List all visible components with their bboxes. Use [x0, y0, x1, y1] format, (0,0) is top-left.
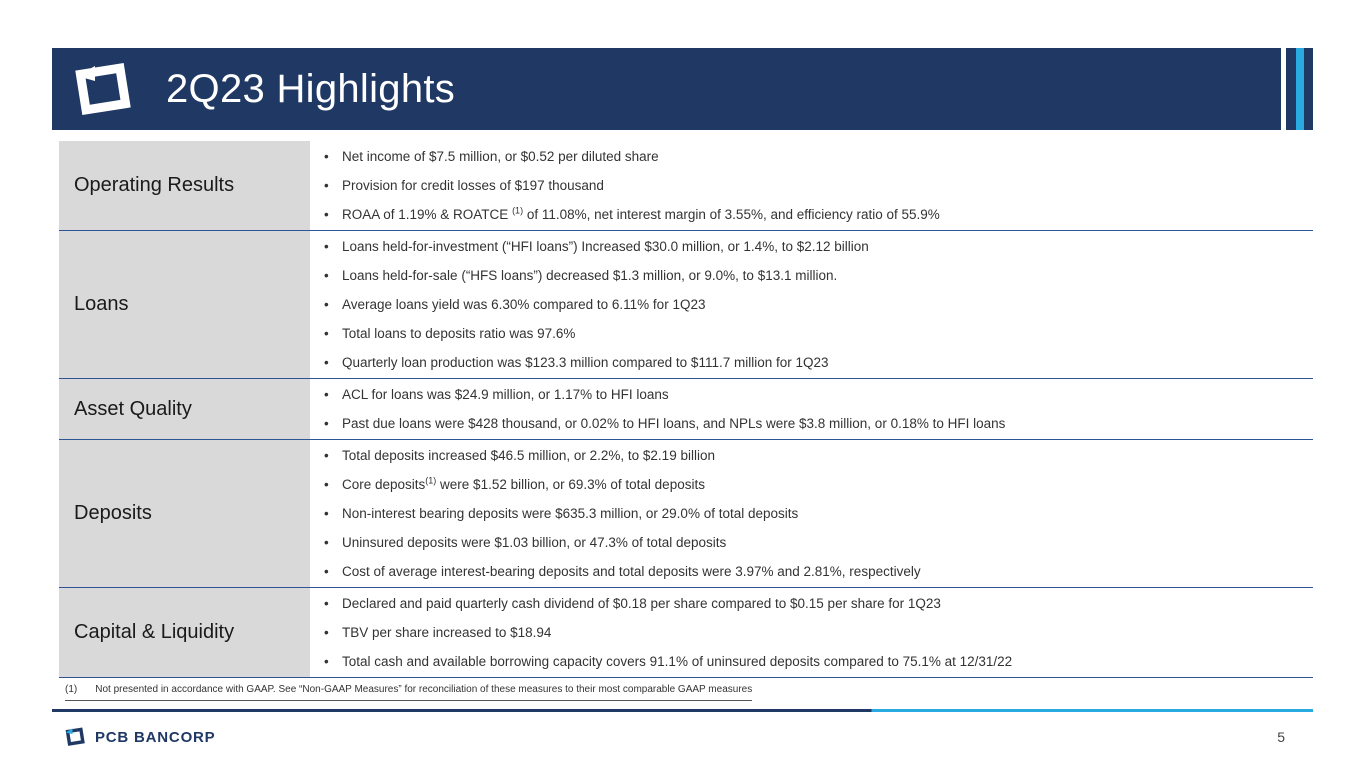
bullet-list: Loans held-for-investment (“HFI loans”) … — [310, 231, 1313, 378]
table-row: Loans Loans held-for-investment (“HFI lo… — [59, 230, 1313, 378]
bullet-list: Declared and paid quarterly cash dividen… — [310, 588, 1313, 677]
bullet-item: Past due loans were $428 thousand, or 0.… — [310, 409, 1305, 438]
category-cell: Capital & Liquidity — [59, 588, 310, 677]
footnote-text: Not presented in accordance with GAAP. S… — [95, 684, 753, 695]
bullet-item: Loans held-for-investment (“HFI loans”) … — [310, 232, 1305, 261]
bullet-item: Loans held-for-sale (“HFS loans”) decrea… — [310, 261, 1305, 290]
header-stripe-cyan — [1296, 48, 1304, 130]
bullet-item: Total loans to deposits ratio was 97.6% — [310, 319, 1305, 348]
bullet-item: Average loans yield was 6.30% compared t… — [310, 290, 1305, 319]
slide-title: 2Q23 Highlights — [166, 66, 456, 111]
highlights-table: Operating Results Net income of $7.5 mil… — [59, 141, 1313, 678]
footnote-marker: (1) — [65, 684, 78, 695]
footer: PCB BANCORP 5 — [63, 726, 1313, 748]
title-bar: 2Q23 Highlights — [52, 48, 1313, 130]
bullet-list: ACL for loans was $24.9 million, or 1.17… — [310, 379, 1313, 439]
bullet-item: Total cash and available borrowing capac… — [310, 647, 1305, 676]
bullet-item: Net income of $7.5 million, or $0.52 per… — [310, 142, 1305, 171]
table-row: Operating Results Net income of $7.5 mil… — [59, 141, 1313, 230]
footnote: (1) Not presented in accordance with GAAP… — [65, 684, 753, 701]
table-row: Asset Quality ACL for loans was $24.9 mi… — [59, 378, 1313, 439]
bullet-item: Cost of average interest-bearing deposit… — [310, 557, 1305, 586]
footer-rule — [52, 709, 1313, 712]
bullet-item: ACL for loans was $24.9 million, or 1.17… — [310, 380, 1305, 409]
brand-name: PCB BANCORP — [95, 728, 216, 746]
bullet-item: Total deposits increased $46.5 million, … — [310, 441, 1305, 470]
bullet-item: TBV per share increased to $18.94 — [310, 618, 1305, 647]
header-stripe-white — [1281, 48, 1286, 130]
bullet-item: ROAA of 1.19% & ROATCE (1) of 11.08%, ne… — [310, 200, 1305, 229]
category-cell: Loans — [59, 231, 310, 378]
table-row: Capital & Liquidity Declared and paid qu… — [59, 587, 1313, 678]
bullet-item: Uninsured deposits were $1.03 billion, o… — [310, 528, 1305, 557]
bullet-list: Total deposits increased $46.5 million, … — [310, 440, 1313, 587]
bullet-item: Declared and paid quarterly cash dividen… — [310, 589, 1305, 618]
bullet-item: Core deposits(1) were $1.52 billion, or … — [310, 470, 1305, 499]
category-cell: Asset Quality — [59, 379, 310, 439]
category-cell: Deposits — [59, 440, 310, 587]
bullet-item: Provision for credit losses of $197 thou… — [310, 171, 1305, 200]
table-row: Deposits Total deposits increased $46.5 … — [59, 439, 1313, 587]
bullet-item: Quarterly loan production was $123.3 mil… — [310, 348, 1305, 377]
bullet-list: Net income of $7.5 million, or $0.52 per… — [310, 141, 1313, 230]
pcb-logo-mark-icon — [65, 727, 85, 746]
pcb-bancorp-logo: PCB BANCORP — [63, 726, 215, 748]
bullet-item: Non-interest bearing deposits were $635.… — [310, 499, 1305, 528]
pcb-logo-icon — [68, 59, 138, 119]
category-cell: Operating Results — [59, 141, 310, 230]
page-number: 5 — [1277, 729, 1285, 745]
